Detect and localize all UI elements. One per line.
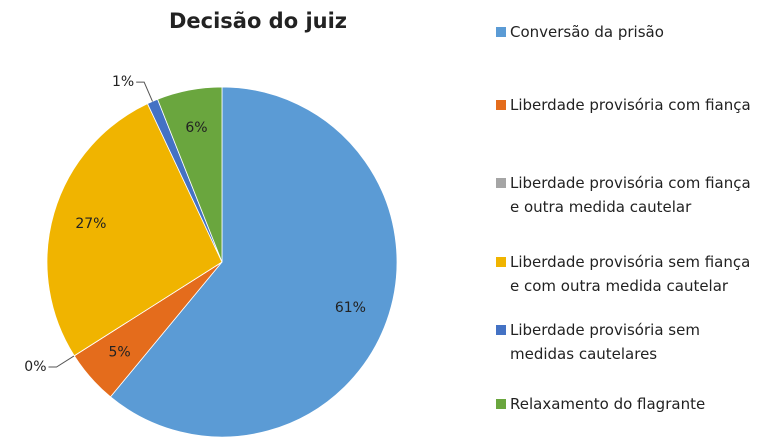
legend-item: Liberdade provisória com fiança bbox=[494, 93, 757, 117]
data-label: 27% bbox=[75, 216, 106, 232]
legend-label: Liberdade provisória sem fiança e com ou… bbox=[510, 253, 751, 295]
pie-slice bbox=[109, 86, 398, 438]
legend-item: Relaxamento do flagrante bbox=[494, 392, 757, 416]
data-label: 0% bbox=[24, 359, 46, 375]
legend-swatch bbox=[496, 257, 506, 267]
legend-label: Liberdade provisória com fiança bbox=[510, 96, 751, 114]
data-label: 61% bbox=[335, 300, 366, 316]
leader-line bbox=[136, 81, 153, 102]
legend-swatch bbox=[496, 100, 506, 110]
legend-item: Conversão da prisão bbox=[494, 20, 757, 44]
pie-slice bbox=[46, 103, 223, 357]
pie-slice bbox=[157, 86, 223, 263]
legend-label: Liberdade provisória sem medidas cautela… bbox=[510, 321, 700, 363]
legend-swatch bbox=[496, 399, 506, 409]
legend-swatch bbox=[496, 27, 506, 37]
leader-line bbox=[48, 355, 75, 368]
chart-title: Decisão do juiz bbox=[169, 9, 347, 33]
data-label: 6% bbox=[185, 120, 207, 136]
legend-item: Liberdade provisória sem fiança e com ou… bbox=[494, 250, 757, 298]
legend-label: Relaxamento do flagrante bbox=[510, 395, 706, 413]
legend-item: Liberdade provisória sem medidas cautela… bbox=[494, 318, 757, 366]
legend-label: Liberdade provisória com fiança e outra … bbox=[510, 174, 751, 216]
legend-swatch bbox=[496, 325, 506, 335]
legend-label: Conversão da prisão bbox=[510, 23, 664, 41]
legend-swatch bbox=[496, 178, 506, 188]
data-label: 5% bbox=[109, 344, 131, 360]
data-label: 1% bbox=[112, 74, 134, 90]
legend-item: Liberdade provisória com fiança e outra … bbox=[494, 171, 757, 219]
